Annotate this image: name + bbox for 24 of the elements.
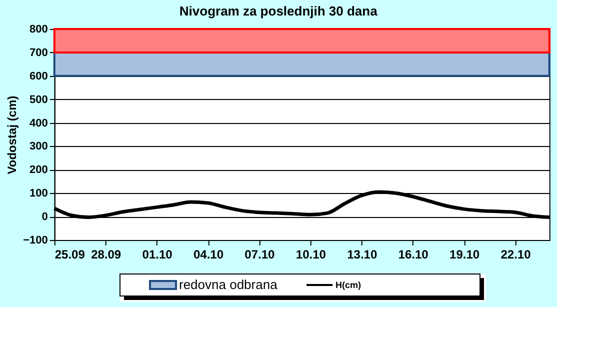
x-tick-label: 28.09 <box>91 248 122 262</box>
chart-title: Nivogram za poslednjih 30 dana <box>179 4 378 18</box>
y-tick-label: 400 <box>30 117 48 130</box>
x-tick-label: 19.10 <box>450 248 480 262</box>
legend-label: redovna odbrana <box>179 277 278 292</box>
y-tick-label: −100 <box>23 234 48 246</box>
y-tick-label: 600 <box>30 70 48 82</box>
y-tick-label: 200 <box>30 164 48 176</box>
x-tick-label: 16.10 <box>398 248 429 262</box>
x-tick-label: 04.10 <box>193 248 224 262</box>
x-tick-label: 01.10 <box>142 248 173 262</box>
x-tick-label: 10.10 <box>296 248 326 262</box>
x-tick-label: 22.10 <box>500 248 532 262</box>
y-tick-label: 0 <box>42 211 48 224</box>
y-tick-label: 100 <box>30 188 48 200</box>
y-tick-label: 500 <box>30 94 48 106</box>
y-tick-label: 800 <box>30 24 48 36</box>
y-axis-title: Vodostaj (cm) <box>5 96 20 174</box>
legend-label: H(cm) <box>336 280 362 290</box>
y-tick-label: 700 <box>30 46 48 59</box>
x-tick-label: 25.09 <box>54 248 86 262</box>
y-tick-label: 300 <box>30 140 48 153</box>
x-tick-label: 07.10 <box>244 248 276 262</box>
x-tick-label: 13.10 <box>347 248 378 262</box>
